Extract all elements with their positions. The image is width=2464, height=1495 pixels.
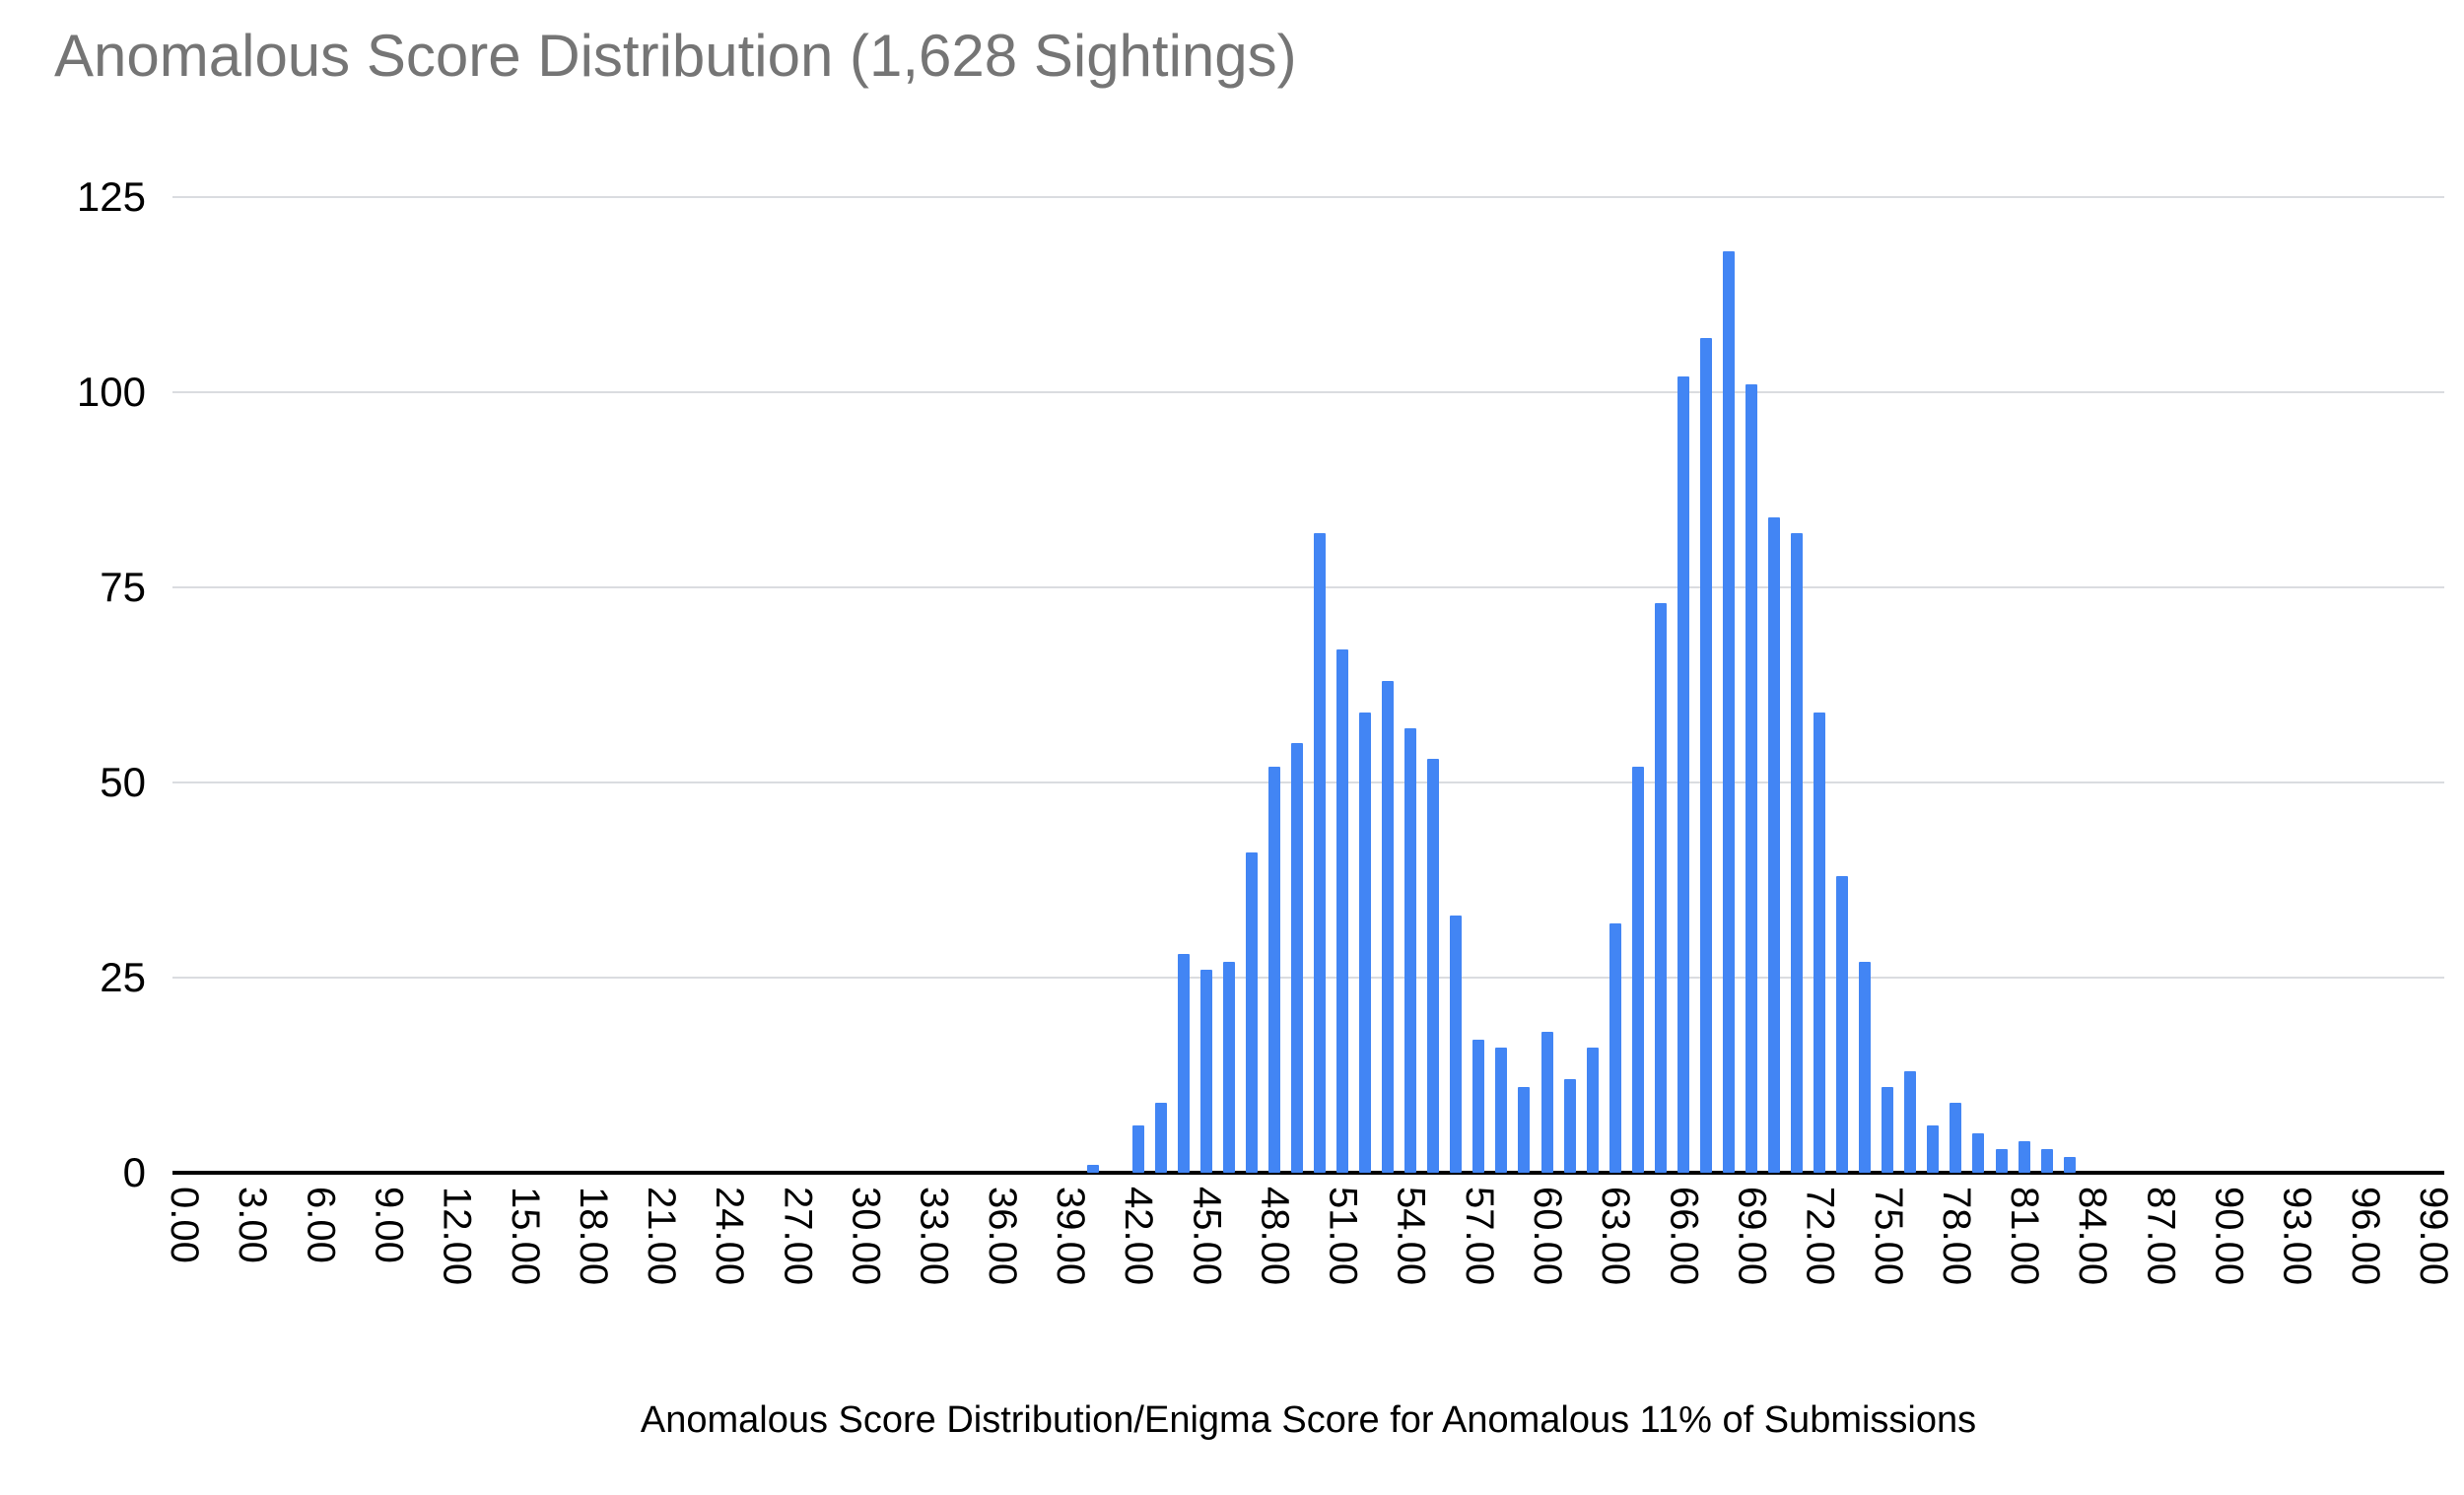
x-axis-tick-label: 66.00: [1662, 1187, 1706, 1286]
x-axis-tick-label: 15.00: [503, 1187, 547, 1286]
bar: [1654, 602, 1667, 1173]
bar: [1882, 1086, 1894, 1173]
x-axis-tick-label: 45.00: [1185, 1187, 1229, 1286]
x-axis-tick-label: 93.00: [2275, 1187, 2319, 1286]
x-axis-tick-label: 33.00: [912, 1187, 956, 1286]
x-axis-tick-label: 12.00: [435, 1187, 479, 1286]
bar: [1722, 251, 1735, 1173]
bar: [1290, 743, 1303, 1173]
y-axis-tick-label: 75: [100, 564, 146, 610]
bar: [1814, 712, 1826, 1173]
bar: [1563, 1078, 1576, 1173]
bar: [1768, 516, 1781, 1173]
y-axis-tick-label: 125: [76, 173, 146, 220]
x-axis-tick-label: 21.00: [640, 1187, 684, 1286]
bar: [1540, 1032, 1553, 1173]
x-axis-title: Anomalous Score Distribution/Enigma Scor…: [640, 1399, 1977, 1441]
x-axis-tick-label: 84.00: [2071, 1187, 2115, 1286]
bar: [1586, 1048, 1599, 1173]
bar: [1608, 922, 1621, 1173]
bar: [1131, 1125, 1144, 1173]
x-axis-tick-label: 51.00: [1321, 1187, 1365, 1286]
bar: [1927, 1125, 1940, 1173]
bar: [1677, 376, 1689, 1173]
x-axis-tick-label: 99.00: [2411, 1187, 2455, 1286]
x-axis-tick-label: 6.00: [299, 1187, 343, 1263]
bar: [1222, 962, 1235, 1173]
x-axis-tick-label: 57.00: [1457, 1187, 1501, 1286]
x-axis-line: [172, 1171, 2444, 1175]
bar: [1950, 1102, 1962, 1173]
bar: [1745, 384, 1757, 1173]
y-axis-tick-label: 25: [100, 954, 146, 1000]
gridline: [172, 196, 2444, 198]
bar: [1359, 712, 1372, 1173]
x-axis-tick-label: 75.00: [1866, 1187, 1910, 1286]
x-axis-tick-label: 96.00: [2343, 1187, 2387, 1286]
bar: [1699, 337, 1712, 1173]
bar: [1972, 1133, 1985, 1173]
bar: [1495, 1048, 1508, 1173]
bar: [1336, 649, 1349, 1173]
gridline: [172, 781, 2444, 783]
gridline: [172, 391, 2444, 393]
x-axis-tick-label: 63.00: [1594, 1187, 1638, 1286]
x-axis-tick-label: 3.00: [231, 1187, 275, 1263]
x-axis-tick-label: 0.00: [163, 1187, 207, 1263]
x-axis-tick-label: 36.00: [980, 1187, 1024, 1286]
bar: [1472, 1040, 1485, 1173]
x-axis-tick-label: 81.00: [2003, 1187, 2047, 1286]
bar: [1177, 954, 1190, 1173]
x-axis-tick-label: 24.00: [708, 1187, 752, 1286]
x-axis-tick-label: 87.00: [2139, 1187, 2183, 1286]
x-axis-tick-label: 42.00: [1117, 1187, 1161, 1286]
x-axis-tick-label: 30.00: [844, 1187, 888, 1286]
x-axis-tick-label: 72.00: [1798, 1187, 1842, 1286]
bar: [1836, 876, 1849, 1173]
bar: [2018, 1141, 2030, 1173]
bar: [1086, 1165, 1099, 1173]
y-axis-tick-label: 50: [100, 759, 146, 805]
x-axis-tick-label: 39.00: [1048, 1187, 1092, 1286]
bar: [1631, 767, 1644, 1173]
bar: [1427, 759, 1440, 1173]
bar: [1314, 532, 1327, 1173]
bar: [1154, 1102, 1167, 1173]
x-axis-tick-label: 69.00: [1730, 1187, 1774, 1286]
bar: [1245, 852, 1258, 1173]
bar: [1859, 962, 1872, 1173]
y-axis-tick-label: 100: [76, 369, 146, 415]
x-axis-tick-label: 54.00: [1389, 1187, 1433, 1286]
x-axis-tick-label: 18.00: [571, 1187, 615, 1286]
bar: [1404, 727, 1417, 1173]
gridline: [172, 977, 2444, 979]
x-axis-tick-label: 48.00: [1253, 1187, 1297, 1286]
x-axis-tick-label: 27.00: [776, 1187, 820, 1286]
bar: [1995, 1149, 2008, 1173]
x-axis-tick-label: 90.00: [2207, 1187, 2251, 1286]
x-axis-tick-label: 78.00: [1934, 1187, 1978, 1286]
gridline: [172, 586, 2444, 588]
chart-title: Anomalous Score Distribution (1,628 Sigh…: [54, 23, 1297, 89]
x-axis-tick-label: 60.00: [1526, 1187, 1570, 1286]
bar: [2040, 1149, 2053, 1173]
bar: [1518, 1086, 1531, 1173]
bar: [1904, 1071, 1917, 1173]
bar: [1450, 915, 1463, 1173]
y-axis-tick-label: 0: [122, 1149, 146, 1195]
bar: [2063, 1157, 2076, 1173]
bar: [1199, 970, 1212, 1173]
bar: [1791, 532, 1804, 1173]
bar: [1267, 767, 1280, 1173]
x-axis-tick-label: 9.00: [367, 1187, 411, 1263]
bar: [1382, 681, 1395, 1173]
